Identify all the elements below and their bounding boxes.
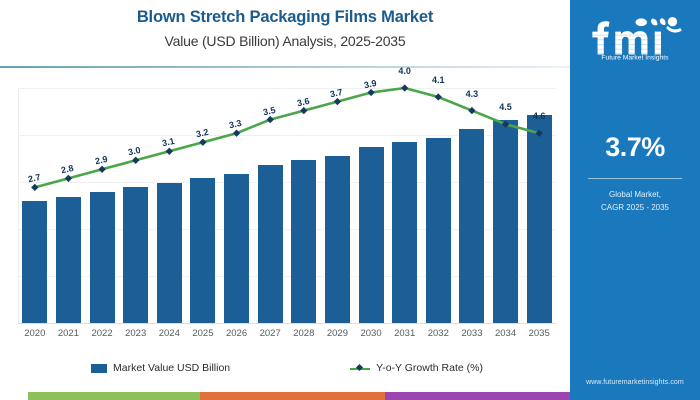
bar-value-label: 4.0 <box>398 66 411 76</box>
x-axis-tick: 2024 <box>158 328 180 339</box>
strip-segment-green <box>28 392 200 400</box>
x-axis-tick: 2034 <box>494 328 517 339</box>
bar[interactable] <box>358 146 384 323</box>
bar[interactable] <box>257 164 283 323</box>
chart-pane: Blown Stretch Packaging Films Market Val… <box>0 0 570 400</box>
fmi-logo-subtext: Future Market Insights <box>601 55 669 61</box>
legend-label-growth-rate: Y-o-Y Growth Rate (%) <box>376 362 483 374</box>
gridline <box>18 276 556 277</box>
x-axis-tick: 2033 <box>461 328 483 339</box>
bar[interactable] <box>459 128 485 323</box>
bar[interactable] <box>291 160 317 323</box>
bar[interactable] <box>55 196 81 323</box>
bar-value-label: 3.2 <box>194 127 210 140</box>
x-axis-tick: 2021 <box>57 328 79 339</box>
website-url[interactable]: www.futuremarketinsights.com <box>586 379 684 386</box>
x-axis-tick: 2029 <box>326 328 348 339</box>
bar-value-label: 3.6 <box>295 95 310 108</box>
strip-segment-blank <box>0 392 28 400</box>
bar-slot[interactable]: 2.7 <box>18 88 52 323</box>
chart-subtitle: Value (USD Billion) Analysis, 2025-2035 <box>164 33 406 49</box>
header-divider <box>0 66 570 68</box>
branding-panel: Future Market Insights 3.7% Global Marke… <box>570 0 700 400</box>
bar-series: 2.7 2.8 2.9 3.0 3.1 3.2 3.3 3.5 3.6 3.7 3.9 4.0 4.1 4… <box>18 66 556 323</box>
bar[interactable] <box>526 115 552 323</box>
bar-value-label: 4.5 <box>499 102 512 113</box>
legend-item-growth-rate[interactable]: Y-o-Y Growth Rate (%) <box>350 362 483 374</box>
bar-slot[interactable]: 4.3 <box>455 88 489 323</box>
bar-slot[interactable]: 4.6 <box>522 88 556 323</box>
fmi-logo-icon: Future Market Insights <box>592 17 682 61</box>
bar-value-label: 3.9 <box>362 77 378 90</box>
x-axis-tick: 2023 <box>125 328 147 339</box>
legend-label-market-value: Market Value USD Billion <box>113 362 231 374</box>
x-axis-tick: 2028 <box>293 328 315 339</box>
bottom-color-strip <box>0 392 700 400</box>
bar-slot[interactable]: 2.8 <box>52 88 86 323</box>
bar-value-label: 3.5 <box>261 104 277 117</box>
bar-value-label: 2.8 <box>60 163 75 176</box>
bar-value-label: 2.9 <box>93 154 109 167</box>
bar-slot[interactable]: 3.2 <box>186 88 220 323</box>
bar[interactable] <box>190 178 216 323</box>
y-axis-edge <box>18 88 19 323</box>
x-axis-tick: 2032 <box>427 328 449 339</box>
bar[interactable] <box>89 191 115 323</box>
strip-segment-panel <box>570 392 700 400</box>
x-axis-tick: 2030 <box>360 328 382 339</box>
bar[interactable] <box>324 155 350 323</box>
bar-value-label: 3.7 <box>329 86 344 99</box>
bar-slot[interactable]: 4.0 <box>388 66 422 323</box>
bar-value-label: 4.1 <box>432 75 445 86</box>
bar-slot[interactable]: 3.7 <box>321 86 355 323</box>
chart-legend: Market Value USD Billion Y-o-Y Growth Ra… <box>18 362 556 374</box>
bar-value-label: 3.1 <box>161 136 176 149</box>
bar-value-label: 3.3 <box>228 118 243 131</box>
strip-segment-orange <box>200 392 385 400</box>
bar[interactable] <box>22 201 48 323</box>
cagr-value: 3.7% <box>605 132 665 162</box>
sidebar-divider <box>588 178 682 179</box>
bar[interactable] <box>224 173 250 323</box>
plot-area: 2.7 2.8 2.9 3.0 3.1 3.2 3.3 3.5 3.6 3.7 3.9 4.0 4.1 4… <box>18 66 556 323</box>
bar[interactable] <box>156 182 182 323</box>
bar-slot[interactable]: 3.9 <box>354 77 388 323</box>
x-axis-tick: 2027 <box>259 328 281 339</box>
bar[interactable] <box>425 137 451 323</box>
bar-slot[interactable]: 3.1 <box>153 88 187 323</box>
legend-item-market-value[interactable]: Market Value USD Billion <box>91 362 230 374</box>
bar-slot[interactable]: 3.5 <box>253 88 287 323</box>
bar-slot[interactable]: 3.6 <box>287 88 321 323</box>
gridline <box>18 229 556 230</box>
bar-value-label: 4.6 <box>532 111 546 122</box>
x-axis-tick-labels: 2020 2021 2022 2023 2024 2025 2026 2027 2028 2029… <box>18 328 556 339</box>
bar[interactable] <box>493 119 519 323</box>
bar-slot[interactable]: 4.1 <box>422 75 456 323</box>
bar-slot[interactable]: 3.3 <box>220 88 254 323</box>
x-axis-tick: 2025 <box>192 328 214 339</box>
bar[interactable] <box>392 142 418 323</box>
cagr-caption: Global Market, CAGR 2025 - 2035 <box>570 188 700 214</box>
legend-swatch-icon <box>91 363 108 373</box>
bar-slot[interactable]: 2.9 <box>85 88 119 323</box>
bar-value-label: 3.0 <box>127 145 142 158</box>
cagr-caption-line2: CAGR 2025 - 2035 <box>600 203 670 212</box>
x-axis-tick: 2022 <box>91 328 113 339</box>
bar-value-label: 2.7 <box>26 172 41 185</box>
x-axis-tick: 2020 <box>24 328 46 339</box>
x-axis-line <box>18 323 556 324</box>
cagr-caption-line1: Global Market, <box>608 190 662 199</box>
x-axis-tick: 2035 <box>528 328 550 339</box>
x-axis-tick: 2026 <box>225 328 248 339</box>
page-title: Blown Stretch Packaging Films Market <box>136 8 434 26</box>
bar-value-label: 4.3 <box>465 88 479 99</box>
bar-slot[interactable]: 4.5 <box>489 88 523 323</box>
bar[interactable] <box>123 187 149 323</box>
bar-slot[interactable]: 3.0 <box>119 88 153 323</box>
strip-segment-purple <box>385 392 570 400</box>
x-axis-tick: 2031 <box>394 328 416 339</box>
legend-line-marker-icon <box>350 364 371 373</box>
